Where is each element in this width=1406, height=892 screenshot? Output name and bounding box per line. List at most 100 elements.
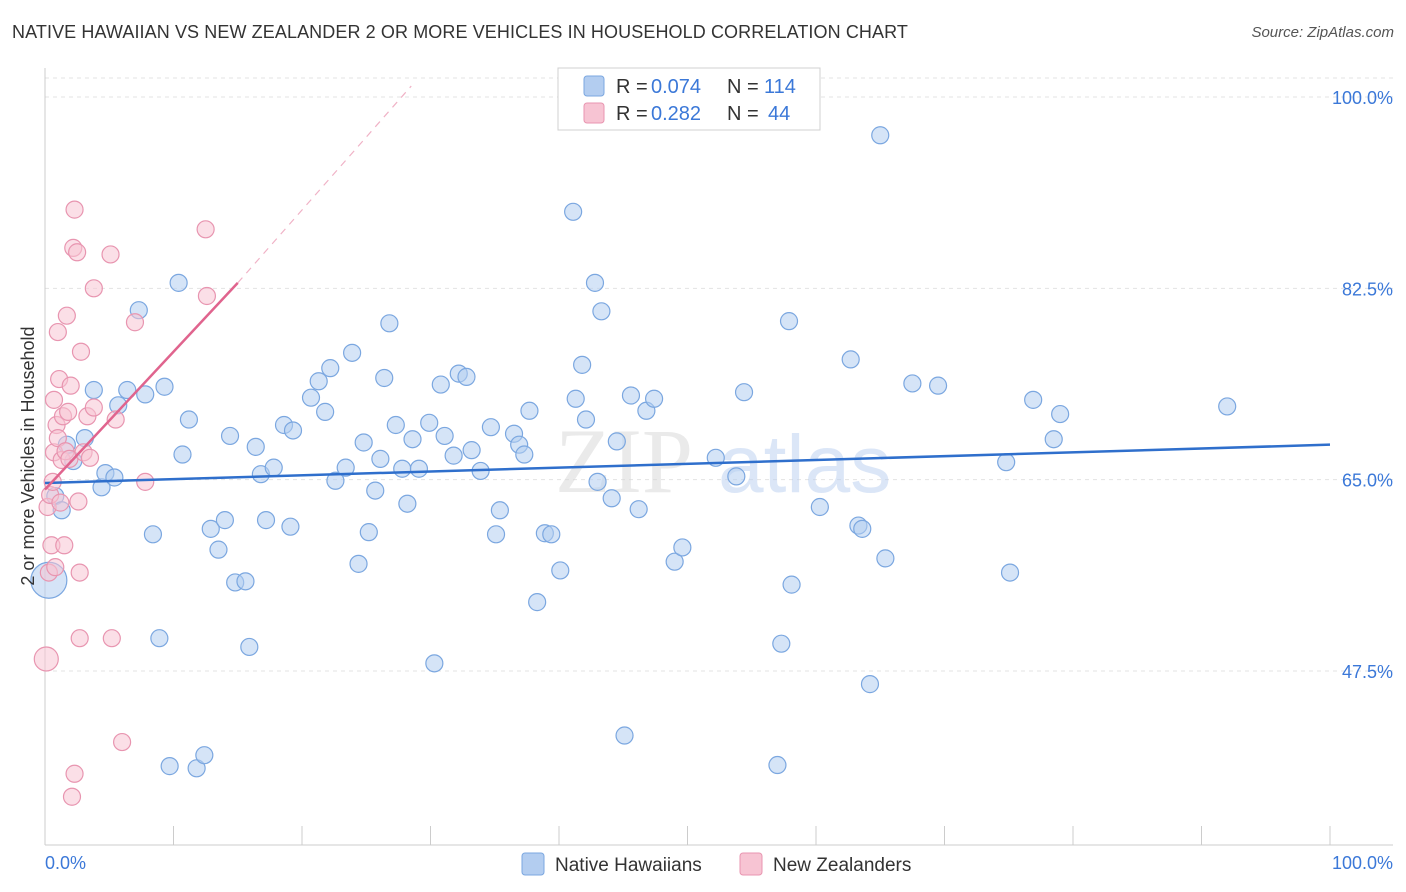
tick-labels: 47.5% 65.0% 82.5% 100.0% 0.0% 100.0% (45, 88, 1393, 873)
native-hawaiian-point-66 (486, 525, 506, 544)
new-zealander-point-18 (57, 306, 76, 325)
legend-n-label-1: N = (727, 76, 759, 98)
native-hawaiian-point-9 (105, 468, 124, 487)
native-hawaiian-point-104 (871, 126, 890, 145)
native-hawaiian-point-81 (588, 472, 607, 491)
native-hawaiian-point-84 (607, 432, 626, 451)
native-hawaiian-point-89 (644, 389, 664, 408)
native-hawaiian-point-13 (136, 385, 155, 404)
native-hawaiian-point-17 (160, 757, 179, 776)
legend-r-value-1: 0.074 (651, 76, 701, 98)
native-hawaiian-point-52 (393, 459, 412, 478)
legend-r-value-2: 0.282 (651, 103, 701, 125)
new-zealander-point-6 (44, 390, 64, 409)
new-zealander-point-36 (101, 245, 120, 264)
native-hawaiian-point-107 (928, 376, 948, 395)
data-points (30, 126, 1237, 806)
native-hawaiian-point-45 (354, 433, 373, 452)
native-hawaiian-point-51 (386, 415, 405, 435)
new-zealander-point-38 (106, 410, 125, 429)
new-zealander-point-27 (69, 492, 88, 511)
bottom-legend-swatch-new-zealanders (739, 852, 763, 876)
trend-extension-1 (237, 85, 412, 284)
legend-r-label-1: R = (616, 76, 648, 98)
new-zealander-point-11 (48, 322, 67, 342)
x-tick-label-1: 100.0% (1332, 853, 1393, 873)
trend-line-0 (44, 443, 1331, 485)
new-zealander-point-25 (65, 200, 84, 219)
native-hawaiian-point-23 (201, 519, 220, 538)
native-hawaiian-point-24 (209, 540, 228, 559)
native-hawaiian-point-44 (349, 554, 368, 573)
new-zealander-point-35 (84, 398, 103, 417)
native-hawaiian-point-54 (403, 430, 422, 449)
new-zealander-point-37 (102, 629, 121, 648)
native-hawaiian-point-58 (431, 375, 450, 394)
y-tick-label-2: 82.5% (1342, 279, 1393, 299)
native-hawaiian-point-96 (772, 634, 791, 653)
native-hawaiian-point-14 (143, 525, 163, 544)
native-hawaiian-point-91 (673, 538, 692, 557)
new-zealander-point-0 (33, 646, 59, 672)
native-hawaiian-point-93 (727, 467, 746, 486)
native-hawaiian-point-99 (810, 497, 829, 517)
native-hawaiian-point-18 (169, 273, 188, 292)
new-zealander-point-19 (59, 402, 78, 421)
native-hawaiian-point-60 (444, 446, 463, 465)
native-hawaiian-point-90 (665, 552, 684, 571)
native-hawaiian-point-78 (573, 355, 592, 374)
legend-n-label-2: N = (727, 103, 759, 125)
new-zealander-point-43 (197, 286, 217, 306)
new-zealander-point-28 (70, 563, 89, 582)
new-zealander-point-26 (68, 243, 87, 262)
chart-source: Source: ZipAtlas.com (1251, 24, 1394, 41)
native-hawaiian-point-62 (457, 367, 476, 386)
native-hawaiian-point-108 (997, 453, 1016, 472)
native-hawaiian-point-46 (359, 523, 378, 542)
native-hawaiian-point-32 (256, 511, 276, 530)
native-hawaiian-point-65 (481, 418, 500, 437)
native-hawaiian-point-22 (195, 746, 214, 765)
native-hawaiian-point-42 (336, 458, 355, 477)
bottom-legend-label-native-hawaiians: Native Hawaiians (555, 855, 702, 876)
native-hawaiian-point-75 (551, 561, 570, 580)
native-hawaiian-point-55 (409, 459, 429, 478)
native-hawaiian-point-50 (380, 314, 399, 333)
y-tick-label-3: 100.0% (1332, 88, 1393, 108)
new-zealander-point-24 (65, 764, 84, 783)
y-tick-label-1: 65.0% (1342, 471, 1393, 491)
bottom-legend-label-new-zealanders: New Zealanders (773, 855, 911, 876)
native-hawaiian-point-37 (301, 388, 321, 407)
native-hawaiian-point-16 (155, 377, 174, 396)
native-hawaiian-point-74 (542, 525, 561, 544)
native-hawaiian-point-86 (621, 386, 641, 405)
native-hawaiian-point-85 (615, 726, 634, 745)
native-hawaiian-point-25 (215, 511, 234, 530)
native-hawaiian-point-112 (1051, 404, 1070, 424)
new-zealander-point-39 (112, 732, 132, 752)
native-hawaiian-point-49 (375, 368, 394, 388)
native-hawaiian-point-11 (118, 380, 137, 400)
new-zealander-point-41 (136, 472, 155, 491)
new-zealander-point-42 (196, 220, 215, 239)
native-hawaiian-point-67 (490, 501, 509, 520)
native-hawaiian-point-95 (768, 755, 787, 775)
native-hawaiian-point-29 (240, 637, 259, 657)
native-hawaiian-point-36 (283, 421, 303, 440)
series-legend: Native Hawaiians New Zealanders (521, 852, 911, 876)
native-hawaiian-point-53 (398, 494, 417, 513)
native-hawaiian-point-82 (592, 302, 611, 321)
native-hawaiian-point-100 (841, 350, 860, 369)
chart-title: NATIVE HAWAIIAN VS NEW ZEALANDER 2 OR MO… (12, 22, 909, 42)
native-hawaiian-point-76 (564, 202, 583, 221)
native-hawaiian-point-6 (84, 380, 103, 400)
native-hawaiian-point-47 (366, 481, 385, 500)
stats-legend: R = 0.074 N = 114 R = 0.282 N = 44 (557, 67, 821, 131)
bottom-legend-swatch-native-hawaiians (521, 852, 545, 876)
native-hawaiian-point-71 (520, 401, 539, 420)
native-hawaiian-point-28 (236, 572, 255, 591)
new-zealander-point-40 (125, 313, 145, 332)
native-hawaiian-point-113 (1218, 397, 1237, 416)
native-hawaiian-point-41 (326, 471, 345, 490)
